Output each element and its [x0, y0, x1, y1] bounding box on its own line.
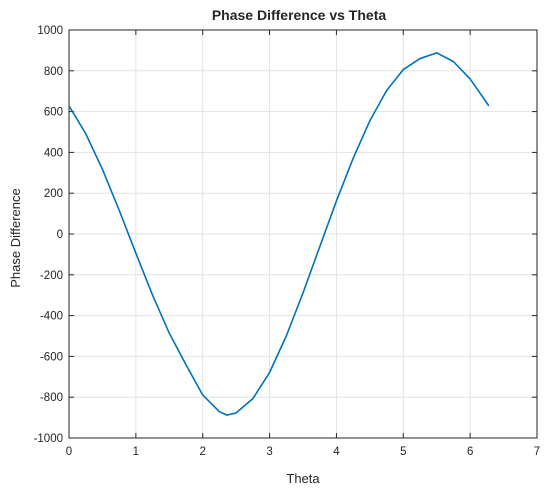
x-axis-label: Theta — [286, 471, 320, 486]
y-tick-label: -400 — [40, 311, 63, 323]
y-tick-label: 1000 — [37, 25, 63, 37]
y-tick-label: -800 — [40, 392, 63, 404]
series-line — [68, 52, 490, 416]
y-tick-label: -600 — [40, 351, 63, 363]
chart-title: Phase Difference vs Theta — [212, 7, 387, 23]
x-tick-label: 4 — [333, 446, 340, 458]
y-axis-label: Phase Difference — [8, 188, 23, 288]
y-tick-label: 600 — [44, 107, 63, 119]
y-tick-label: -200 — [40, 270, 63, 282]
x-tick-label: 2 — [200, 446, 206, 458]
x-tick-label: 5 — [400, 446, 406, 458]
grid — [68, 29, 538, 439]
y-tick-labels: -1000 -800 -600 -400 -200 0 200 400 600 800 1000 — [34, 25, 63, 445]
series-layer — [68, 52, 490, 416]
y-tick-label: 400 — [44, 147, 63, 159]
x-tick-labels: 0 1 2 3 4 5 6 7 — [66, 446, 540, 458]
x-tick-label: 1 — [133, 446, 139, 458]
y-tick-label: 800 — [44, 66, 63, 78]
y-tick-label: 0 — [57, 229, 63, 241]
y-tick-label: -1000 — [34, 433, 63, 445]
x-tick-label: 7 — [534, 446, 540, 458]
y-tick-label: 200 — [44, 188, 63, 200]
x-tick-label: 0 — [66, 446, 72, 458]
x-tick-label: 6 — [467, 446, 473, 458]
x-tick-label: 3 — [266, 446, 272, 458]
plot-frame — [68, 29, 538, 439]
